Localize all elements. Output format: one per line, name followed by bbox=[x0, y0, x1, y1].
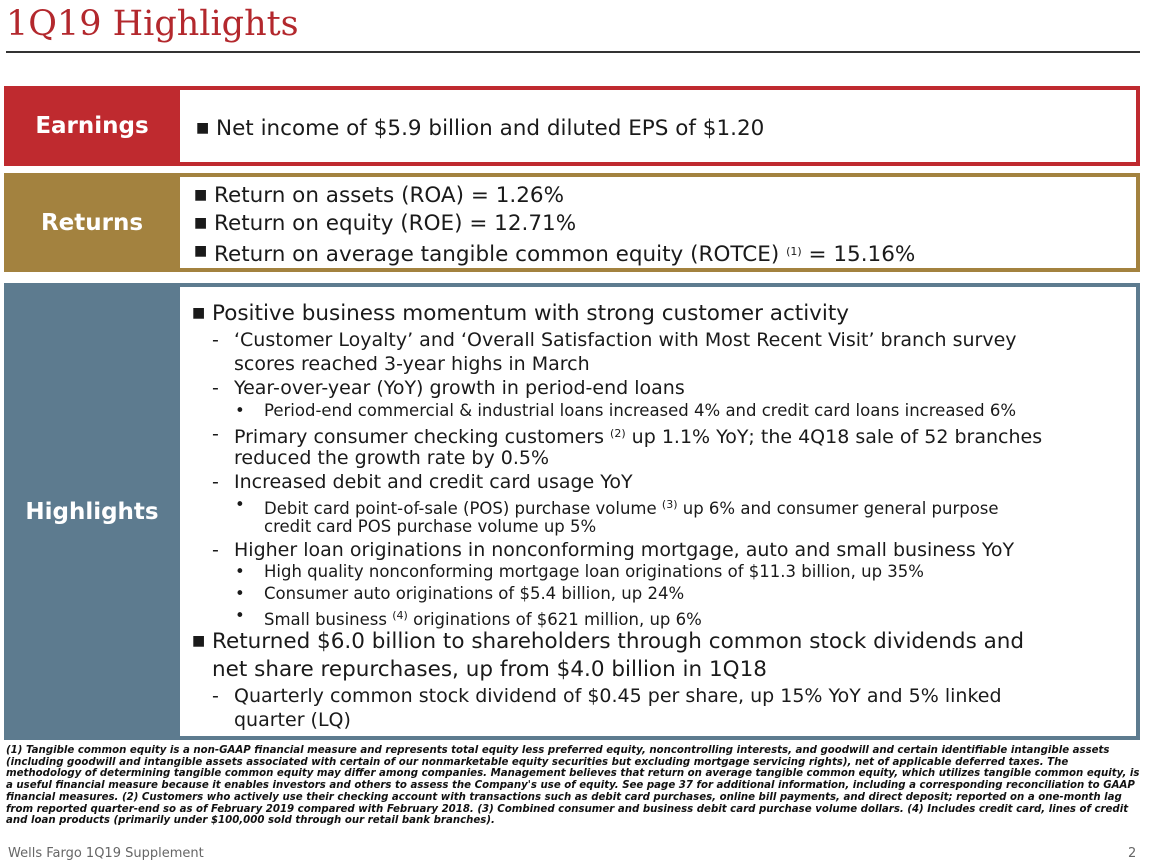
earnings-label: Earnings bbox=[35, 113, 149, 139]
dash-icon: - bbox=[212, 377, 219, 399]
highlight-subbullet: - Year-over-year (YoY) growth in period-… bbox=[212, 377, 685, 399]
highlight-subsubbullet: • Consumer auto originations of $5.4 bil… bbox=[235, 584, 685, 603]
returns-label: Returns bbox=[40, 209, 144, 236]
highlight-bullet: ■ Returned $6.0 billion to shareholders … bbox=[192, 629, 1025, 654]
highlight-subsubbullet-cont: credit card POS purchase volume up 5% bbox=[264, 517, 597, 536]
highlight-subbullet-cont: quarter (LQ) bbox=[234, 709, 351, 731]
page-number: 2 bbox=[1128, 846, 1137, 861]
footnote: (1) Tangible common equity is a non-GAAP… bbox=[6, 745, 1140, 827]
highlight-subbullet: - Increased debit and credit card usage … bbox=[212, 471, 633, 493]
highlight-subsubbullet: • High quality nonconforming mortgage lo… bbox=[235, 562, 924, 581]
highlight-subbullet-cont: scores reached 3-year highs in March bbox=[234, 353, 590, 375]
dot-icon: • bbox=[235, 495, 245, 514]
highlight-subsubbullet: • Period-end commercial & industrial loa… bbox=[235, 401, 1017, 420]
earnings-bullet: ■ Net income of $5.9 billion and diluted… bbox=[196, 116, 765, 141]
highlight-subbullet: - Primary consumer checking customers (2… bbox=[212, 423, 1043, 448]
dash-icon: - bbox=[212, 423, 219, 445]
dash-icon: - bbox=[212, 471, 219, 493]
bullet-square-icon: ■ bbox=[192, 305, 206, 321]
returns-bullet: ■ Return on equity (ROE) = 12.71% bbox=[194, 211, 577, 236]
highlights-section: Highlights ■ Positive business momentum … bbox=[4, 283, 1140, 740]
dot-icon: • bbox=[235, 562, 245, 581]
bullet-square-icon: ■ bbox=[194, 215, 208, 231]
dot-icon: • bbox=[235, 401, 245, 420]
returns-bullet: ■ Return on average tangible common equi… bbox=[194, 238, 915, 268]
highlight-subsubbullet: • Debit card point-of-sale (POS) purchas… bbox=[235, 495, 999, 518]
highlight-bullet: ■ Positive business momentum with strong… bbox=[192, 301, 850, 326]
highlight-subsubbullet: • Small business (4) originations of $62… bbox=[235, 606, 702, 629]
returns-body: ■ Return on assets (ROA) = 1.26% ■ Retur… bbox=[180, 177, 1136, 268]
highlight-subbullet: - Quarterly common stock dividend of $0.… bbox=[212, 685, 1002, 707]
highlights-label: Highlights bbox=[25, 498, 159, 525]
dash-icon: - bbox=[212, 539, 219, 561]
earnings-body: ■ Net income of $5.9 billion and diluted… bbox=[180, 90, 1136, 162]
page-footer: Wells Fargo 1Q19 Supplement bbox=[8, 846, 204, 861]
bullet-square-icon: ■ bbox=[194, 187, 208, 203]
highlight-subbullet-cont: reduced the growth rate by 0.5% bbox=[234, 447, 550, 469]
dash-icon: - bbox=[212, 329, 219, 351]
bullet-square-icon: ■ bbox=[194, 243, 208, 259]
bullet-square-icon: ■ bbox=[196, 120, 210, 136]
bullet-square-icon: ■ bbox=[192, 633, 206, 649]
page-title: 1Q19 Highlights bbox=[6, 4, 299, 44]
title-divider bbox=[6, 51, 1140, 53]
highlight-subbullet: - ‘Customer Loyalty’ and ‘Overall Satisf… bbox=[212, 329, 1017, 351]
returns-section: Returns ■ Return on assets (ROA) = 1.26%… bbox=[4, 173, 1140, 272]
dash-icon: - bbox=[212, 685, 219, 707]
highlight-subbullet: - Higher loan originations in nonconform… bbox=[212, 539, 1015, 561]
returns-bullet: ■ Return on assets (ROA) = 1.26% bbox=[194, 183, 565, 208]
dot-icon: • bbox=[235, 606, 245, 625]
highlights-body: ■ Positive business momentum with strong… bbox=[180, 287, 1136, 736]
dot-icon: • bbox=[235, 584, 245, 603]
earnings-section: Earnings ■ Net income of $5.9 billion an… bbox=[4, 86, 1140, 166]
highlight-bullet-cont: net share repurchases, up from $4.0 bill… bbox=[212, 657, 767, 682]
